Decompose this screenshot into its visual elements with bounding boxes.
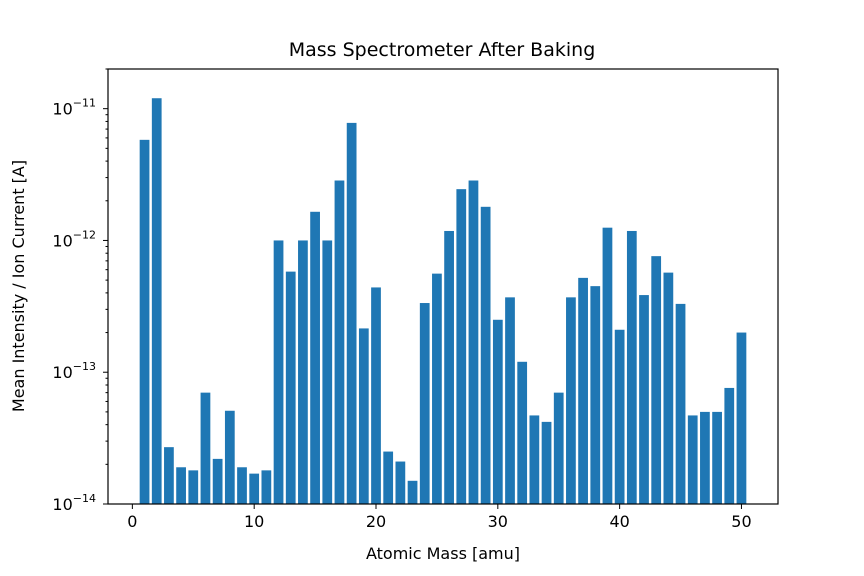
bar-mass-5 [188,470,199,504]
bar-mass-36 [566,297,576,504]
y-tick-label: 10−11 [52,97,96,119]
bar-mass-15 [310,211,320,505]
y-tick-label: 10−13 [52,360,96,382]
bar-mass-7 [212,458,223,504]
x-tick-label: 30 [488,512,508,531]
bar-mass-22 [395,461,406,504]
bar-mass-28 [468,180,479,504]
bar-mass-40 [614,329,625,504]
bar-mass-20 [371,287,381,504]
bar-mass-12 [273,240,284,504]
bar-mass-38 [590,286,601,504]
bar-mass-26 [444,230,454,504]
bar-mass-37 [578,277,588,504]
bar-mass-34 [541,421,552,504]
bar-mass-18 [346,122,357,504]
y-tick-label: 10−14 [52,492,96,514]
bar-mass-8 [224,410,235,504]
bar-mass-1 [139,139,150,504]
bar-mass-10 [249,473,260,504]
bar-mass-25 [432,273,442,504]
plot-frame [107,68,779,505]
bar-mass-45 [675,303,686,504]
bar-mass-39 [602,227,613,504]
x-tick-label: 40 [609,512,629,531]
bar-mass-31 [505,297,515,504]
bar-mass-47 [700,411,710,504]
x-tick-label: 20 [366,512,386,531]
bar-mass-23 [407,480,418,504]
bar-mass-11 [261,470,272,504]
bar-mass-9 [237,467,247,504]
chart-title: Mass Spectrometer After Baking [289,39,596,61]
bar-mass-24 [419,303,430,504]
bar-mass-43 [651,256,662,504]
bar-mass-3 [164,447,174,504]
bar-mass-30 [492,319,503,504]
bar-mass-46 [687,415,698,504]
bar-mass-35 [553,392,564,504]
x-tick-label: 0 [127,512,137,531]
bar-mass-48 [712,411,722,504]
bar-mass-42 [639,295,649,504]
bar-mass-19 [358,328,369,504]
bar-mass-14 [298,240,308,504]
bar-mass-27 [456,189,467,504]
bar-mass-16 [322,240,333,504]
bar-mass-17 [334,180,345,504]
bar-mass-49 [724,387,735,504]
y-tick-label: 10−12 [52,228,96,250]
x-axis-ticks: 0 10 20 30 40 50 [127,504,752,531]
bars-group [139,98,747,505]
bar-mass-41 [626,230,637,504]
bar-mass-4 [176,467,186,504]
x-tick-label: 10 [244,512,264,531]
bar-mass-44 [663,272,674,504]
x-axis-label: Atomic Mass [amu] [366,544,520,563]
bar-mass-2 [151,98,162,504]
bar-mass-6 [200,392,211,504]
y-axis-ticks: 10−14 10−13 10−12 10−11 [52,68,108,514]
x-tick-label: 50 [731,512,751,531]
bar-mass-32 [517,361,528,504]
bar-mass-33 [529,415,540,504]
bar-mass-21 [383,451,394,504]
bar-mass-50 [736,332,747,504]
bar-mass-13 [285,271,296,504]
bar-mass-29 [480,206,491,504]
y-axis-label: Mean Intensity / Ion Current [A] [9,160,28,412]
